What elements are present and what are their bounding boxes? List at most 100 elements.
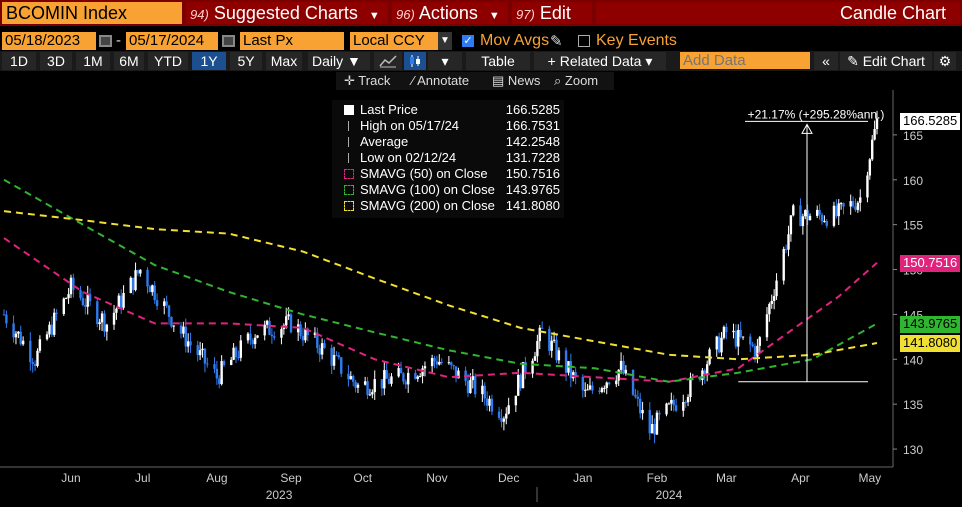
mov-avgs-checkbox[interactable]: ✓	[462, 35, 474, 47]
candle-body	[533, 356, 537, 361]
candle-body	[871, 139, 874, 160]
periodicity-select[interactable]: Daily ▼	[308, 52, 370, 70]
candle-body	[521, 362, 525, 389]
arrow-up-icon	[801, 123, 813, 134]
last-value-tag: 143.9765	[900, 315, 961, 333]
candle-body	[859, 197, 862, 203]
range-button[interactable]: 5Y	[230, 52, 262, 70]
candle-body	[842, 203, 845, 207]
actions-menu[interactable]: 96) Actions ▼	[392, 2, 508, 24]
candle-body	[586, 389, 589, 391]
year-label: 2024	[656, 488, 683, 502]
double-chevron-left-icon[interactable]: «	[814, 52, 838, 70]
candle-body	[84, 305, 87, 307]
candle-body	[452, 365, 455, 367]
chart-type-title: Candle Chart	[596, 2, 960, 24]
candle-body	[184, 326, 187, 347]
candle-body	[868, 159, 872, 176]
line-draw-icon: ∕	[412, 73, 415, 88]
series-swatch-icon	[344, 169, 354, 179]
range-button[interactable]: 1Y	[192, 52, 226, 70]
candle-body	[670, 399, 673, 404]
candle-body	[62, 298, 65, 314]
candle-body	[182, 326, 185, 334]
candle-body	[720, 337, 723, 353]
candle-body	[507, 405, 510, 414]
y-tick-label: 155	[903, 219, 923, 233]
candle-body	[655, 412, 659, 435]
month-label: Feb	[647, 471, 668, 485]
security-input[interactable]: BCOMIN Index	[2, 2, 182, 24]
range-button[interactable]: Max	[266, 52, 302, 70]
chart-type-dropdown[interactable]: ▾	[428, 52, 462, 70]
candle-body	[230, 359, 233, 366]
related-data-button[interactable]: + Related Data ▾	[534, 52, 666, 70]
year-label: 2023	[266, 488, 293, 502]
gear-icon[interactable]: ⚙	[934, 52, 956, 70]
y-tick-label: 135	[903, 398, 923, 412]
candle-body	[251, 339, 254, 345]
price-chart[interactable]: 130135140145150155160165JunJulAugSepOctN…	[0, 90, 962, 507]
edit-menu[interactable]: 97) Edit ▼	[512, 2, 592, 46]
candle-chart-icon[interactable]	[404, 52, 426, 70]
table-button[interactable]: Table	[466, 52, 530, 70]
candle-body	[866, 175, 869, 198]
calendar-icon[interactable]	[99, 35, 112, 47]
currency-select[interactable]: Local CCY ▼	[350, 32, 452, 50]
candle-body	[117, 295, 121, 309]
candle-body	[304, 328, 307, 341]
candle-body	[270, 334, 274, 337]
range-button[interactable]: 1D	[2, 52, 36, 70]
range-button[interactable]: 1M	[76, 52, 110, 70]
zoom-tool[interactable]: ⌕ Zoom	[554, 72, 598, 90]
news-tool[interactable]: ▤ News	[492, 72, 540, 90]
candle-body	[873, 128, 876, 140]
magnifier-icon: ⌕	[554, 73, 562, 88]
candle-body	[639, 398, 642, 414]
range-button[interactable]: 6M	[114, 52, 144, 70]
candle-body	[215, 368, 219, 379]
candle-body	[320, 343, 324, 355]
moving-average-line	[3, 178, 878, 383]
candle-body	[313, 332, 317, 336]
annotate-tool[interactable]: ∕ Annotate	[412, 72, 469, 90]
candle-body	[555, 339, 558, 361]
end-date-field[interactable]: 05/17/2024	[126, 32, 218, 50]
candle-body	[172, 325, 176, 327]
legend-value: 141.8080	[505, 198, 560, 213]
menu-number: 97)	[516, 7, 535, 22]
legend-row: Last Price 166.5285	[332, 102, 564, 118]
line-chart-icon[interactable]	[374, 52, 402, 70]
calendar-icon[interactable]	[222, 35, 235, 47]
news-label: News	[507, 73, 541, 88]
candle-body	[574, 372, 577, 377]
menu-label: Edit	[539, 3, 571, 23]
candle-body	[402, 373, 405, 382]
annotate-label: Annotate	[417, 73, 470, 88]
candle-body	[689, 377, 692, 398]
edit-chart-button[interactable]: ✎ Edit Chart	[840, 52, 932, 70]
start-date-field[interactable]: 05/18/2023	[2, 32, 96, 50]
chevron-down-icon: ▼	[368, 10, 380, 22]
measure-label: +21.17% (+295.28%ann.)	[748, 107, 885, 121]
suggested-charts-menu[interactable]: 94) Suggested Charts ▼	[186, 2, 388, 24]
range-button[interactable]: YTD	[148, 52, 188, 70]
candle-body	[875, 118, 879, 129]
candle-body	[273, 336, 276, 338]
candle-body	[134, 270, 137, 291]
candle-body	[856, 202, 860, 210]
key-events-checkbox[interactable]	[578, 35, 590, 47]
candle-body	[658, 412, 661, 415]
candle-body	[514, 395, 518, 406]
field-select[interactable]: Last Px	[240, 32, 344, 50]
edit-chart-label: Edit Chart	[862, 53, 925, 69]
range-button[interactable]: 3D	[40, 52, 72, 70]
candle-body	[390, 376, 393, 384]
pencil-icon[interactable]: ✎	[550, 33, 563, 50]
candle-body	[430, 357, 434, 367]
add-data-input[interactable]	[680, 52, 810, 69]
chart-tools-bar	[336, 72, 614, 90]
track-tool[interactable]: ✛ Track	[344, 72, 390, 90]
candle-body	[624, 369, 628, 374]
candle-body	[354, 381, 357, 388]
